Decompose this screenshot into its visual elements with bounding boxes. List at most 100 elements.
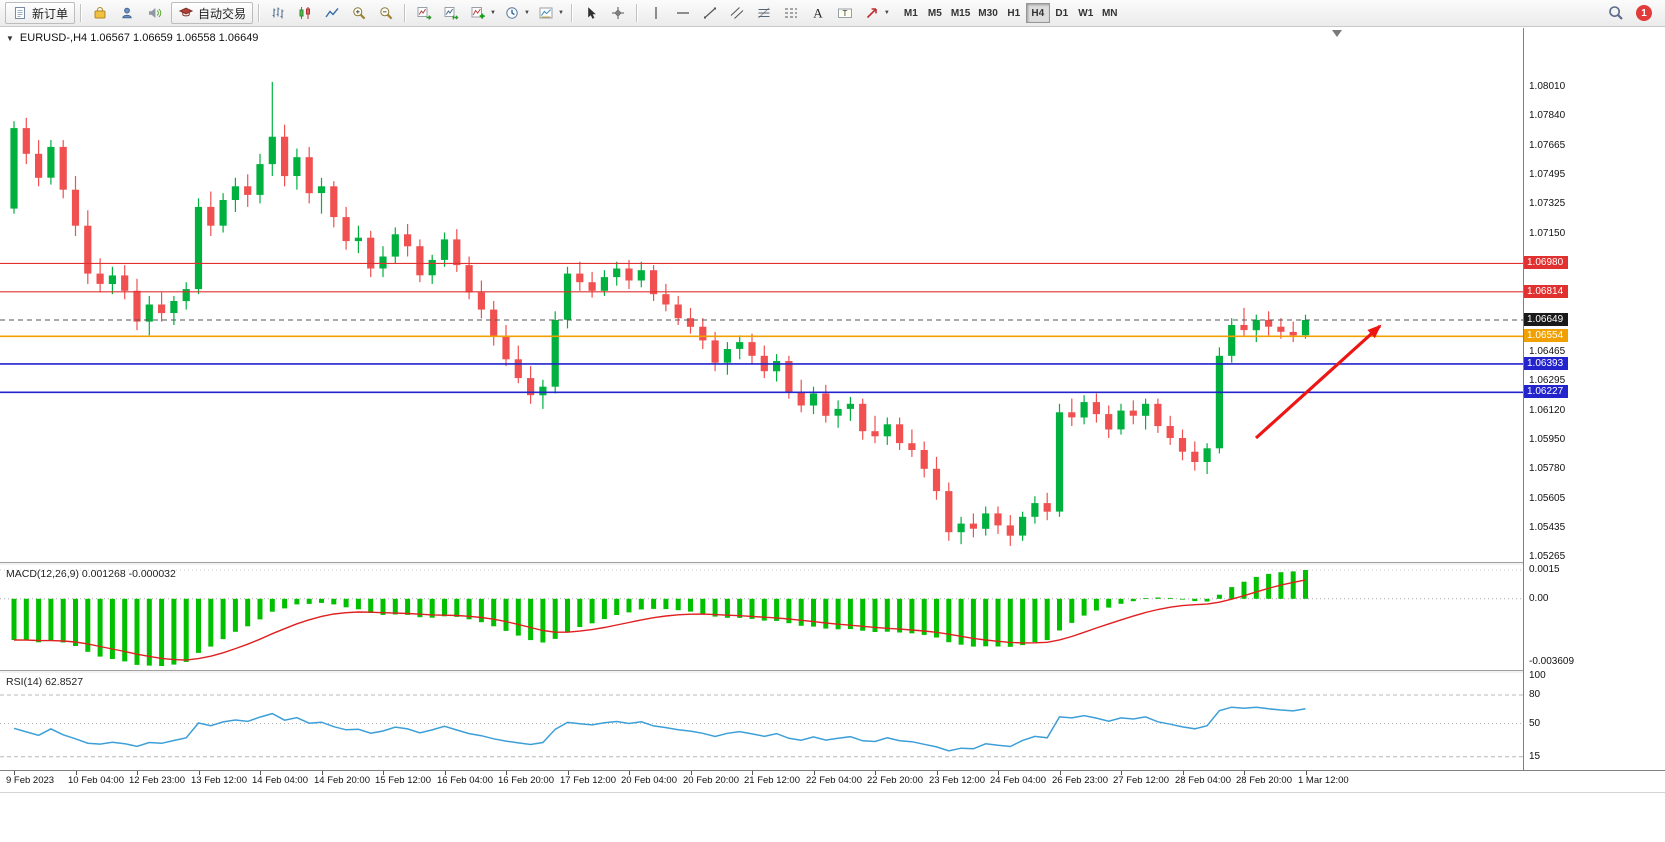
arrows-tool-button[interactable] [859, 1, 885, 25]
new-order-label: 新订单 [32, 6, 69, 21]
new-order-icon [15, 7, 25, 19]
timeframe-button-m15[interactable]: M15 [947, 3, 974, 23]
price-axis-label: 1.07150 [1529, 228, 1566, 240]
indicators-dropdown-icon[interactable]: ▼ [490, 10, 496, 16]
vertical-line-button[interactable] [643, 1, 669, 25]
sounds-button[interactable] [141, 1, 167, 25]
levels-button[interactable] [778, 1, 804, 25]
fibonacci-icon [758, 7, 770, 19]
timeframe-button-w1[interactable]: W1 [1074, 3, 1098, 23]
panel-divider[interactable] [0, 670, 1665, 673]
price-level-badge: 1.06227 [1524, 385, 1569, 399]
timeframe-button-m30[interactable]: M30 [974, 3, 1001, 23]
label-tool-button[interactable]: T [832, 1, 858, 25]
timeframe-button-m5[interactable]: M5 [923, 3, 947, 23]
text-tool-button[interactable]: A [805, 1, 831, 25]
toolbar-separator [258, 4, 261, 22]
chart-shift-icon [444, 7, 459, 20]
price-level-badge: 1.06554 [1524, 329, 1569, 343]
time-axis-tick [137, 771, 138, 775]
arrows-dropdown-icon[interactable]: ▼ [883, 10, 890, 16]
macd-canvas[interactable] [0, 566, 1523, 670]
time-axis-tick [1121, 771, 1122, 775]
main-chart-canvas[interactable] [0, 28, 1523, 562]
channel-button[interactable] [724, 1, 750, 25]
time-axis-tick [1244, 771, 1245, 775]
time-axis-tick [629, 771, 630, 775]
timeframe-button-h4[interactable]: H4 [1025, 3, 1050, 23]
line-chart-button[interactable] [319, 1, 345, 25]
time-axis-label: 24 Feb 04:00 [990, 775, 1046, 786]
add-indicator-icon [471, 7, 485, 19]
time-axis-label: 21 Feb 12:00 [744, 775, 800, 786]
time-axis-tick [1306, 771, 1307, 775]
crosshair-button[interactable] [605, 1, 631, 25]
time-axis-tick [998, 771, 999, 775]
time-axis-label: 28 Feb 20:00 [1236, 775, 1292, 786]
notification-badge[interactable]: 1 [1636, 5, 1652, 21]
window-bottom-edge [0, 792, 1665, 793]
chart-shift-button[interactable] [438, 1, 464, 25]
price-axis-label: 1.07495 [1529, 169, 1566, 181]
zoom-in-button[interactable] [346, 1, 372, 25]
speaker-icon [149, 8, 162, 18]
fibonacci-button[interactable] [751, 1, 777, 25]
symbol-dropdown-icon[interactable]: ▼ [6, 33, 14, 43]
price-axis-label: 1.07325 [1529, 198, 1566, 210]
rsi-axis-label: 50 [1529, 717, 1541, 729]
timeframe-button-d1[interactable]: D1 [1050, 3, 1074, 23]
templates-button[interactable] [533, 1, 559, 25]
toolbar-separator [635, 4, 638, 22]
time-axis-tick [1183, 771, 1184, 775]
macd-label: MACD(12,26,9) 0.001268 -0.000032 [6, 568, 176, 580]
arrow-tool-icon [866, 8, 877, 19]
rsi-canvas[interactable] [0, 674, 1523, 770]
timeframe-group: M1 M5 M15 M30 H1 H4 D1 W1 MN [899, 3, 1122, 23]
zoom-out-button[interactable] [373, 1, 399, 25]
auto-scroll-button[interactable] [411, 1, 437, 25]
time-axis-label: 17 Feb 12:00 [560, 775, 616, 786]
timeframe-button-m1[interactable]: M1 [899, 3, 923, 23]
time-axis-line [0, 770, 1665, 771]
toolbar-separator [570, 4, 573, 22]
time-axis-tick [691, 771, 692, 775]
clock-icon [506, 7, 518, 19]
community-button[interactable] [114, 1, 140, 25]
timeframe-button-h1[interactable]: H1 [1002, 3, 1026, 23]
market-button[interactable] [87, 1, 113, 25]
time-axis-label: 1 Mar 12:00 [1298, 775, 1349, 786]
auto-trading-button[interactable]: 自动交易 [171, 2, 254, 24]
auto-trading-icon [178, 7, 194, 17]
periods-dropdown-icon[interactable]: ▼ [523, 10, 530, 16]
candlestick-chart-button[interactable] [292, 1, 318, 25]
time-axis-tick [76, 771, 77, 775]
templates-dropdown-icon[interactable]: ▼ [557, 10, 564, 16]
community-icon [122, 7, 132, 19]
price-axis-label: 1.07665 [1529, 140, 1566, 152]
time-axis-tick [445, 771, 446, 775]
panel-divider[interactable] [0, 562, 1665, 565]
svg-text:T: T [842, 9, 847, 18]
price-axis-label: 1.05950 [1529, 433, 1566, 445]
timeframe-button-mn[interactable]: MN [1098, 3, 1122, 23]
horizontal-line-button[interactable] [670, 1, 696, 25]
new-order-button[interactable]: 新订单 [5, 2, 76, 24]
cursor-button[interactable] [578, 1, 604, 25]
auto-scroll-icon [417, 7, 432, 20]
trendline-button[interactable] [697, 1, 723, 25]
price-axis-label: 1.07840 [1529, 110, 1566, 122]
time-axis-label: 20 Feb 04:00 [621, 775, 677, 786]
time-axis-label: 27 Feb 12:00 [1113, 775, 1169, 786]
price-axis-label: 1.06465 [1529, 345, 1566, 357]
bar-chart-button[interactable] [265, 1, 291, 25]
search-button[interactable] [1603, 1, 1629, 25]
periods-button[interactable] [499, 1, 525, 25]
time-axis: 9 Feb 2023 10 Feb 04:00 12 Feb 23:00 13 Feb… [0, 771, 1523, 791]
price-axis-label: 1.05435 [1529, 521, 1566, 533]
price-level-badge: 1.06649 [1524, 313, 1569, 327]
label-icon: T [837, 8, 852, 18]
indicators-button[interactable] [465, 1, 491, 25]
price-axis-label: 1.06120 [1529, 404, 1566, 416]
channel-icon [730, 7, 744, 19]
time-axis-label: 22 Feb 04:00 [806, 775, 862, 786]
